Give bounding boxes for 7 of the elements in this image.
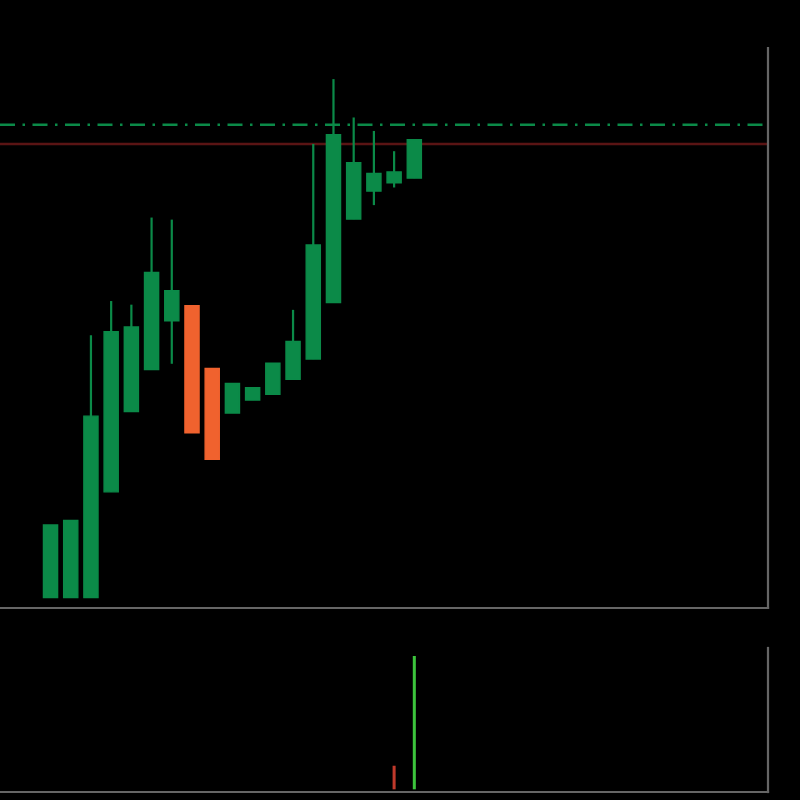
candlestick (386, 150, 402, 189)
candlestick (164, 218, 180, 365)
candlestick (406, 139, 423, 179)
candlestick (224, 382, 241, 414)
candlestick (285, 308, 301, 381)
candlestick (366, 129, 382, 207)
candlestick (265, 362, 281, 396)
